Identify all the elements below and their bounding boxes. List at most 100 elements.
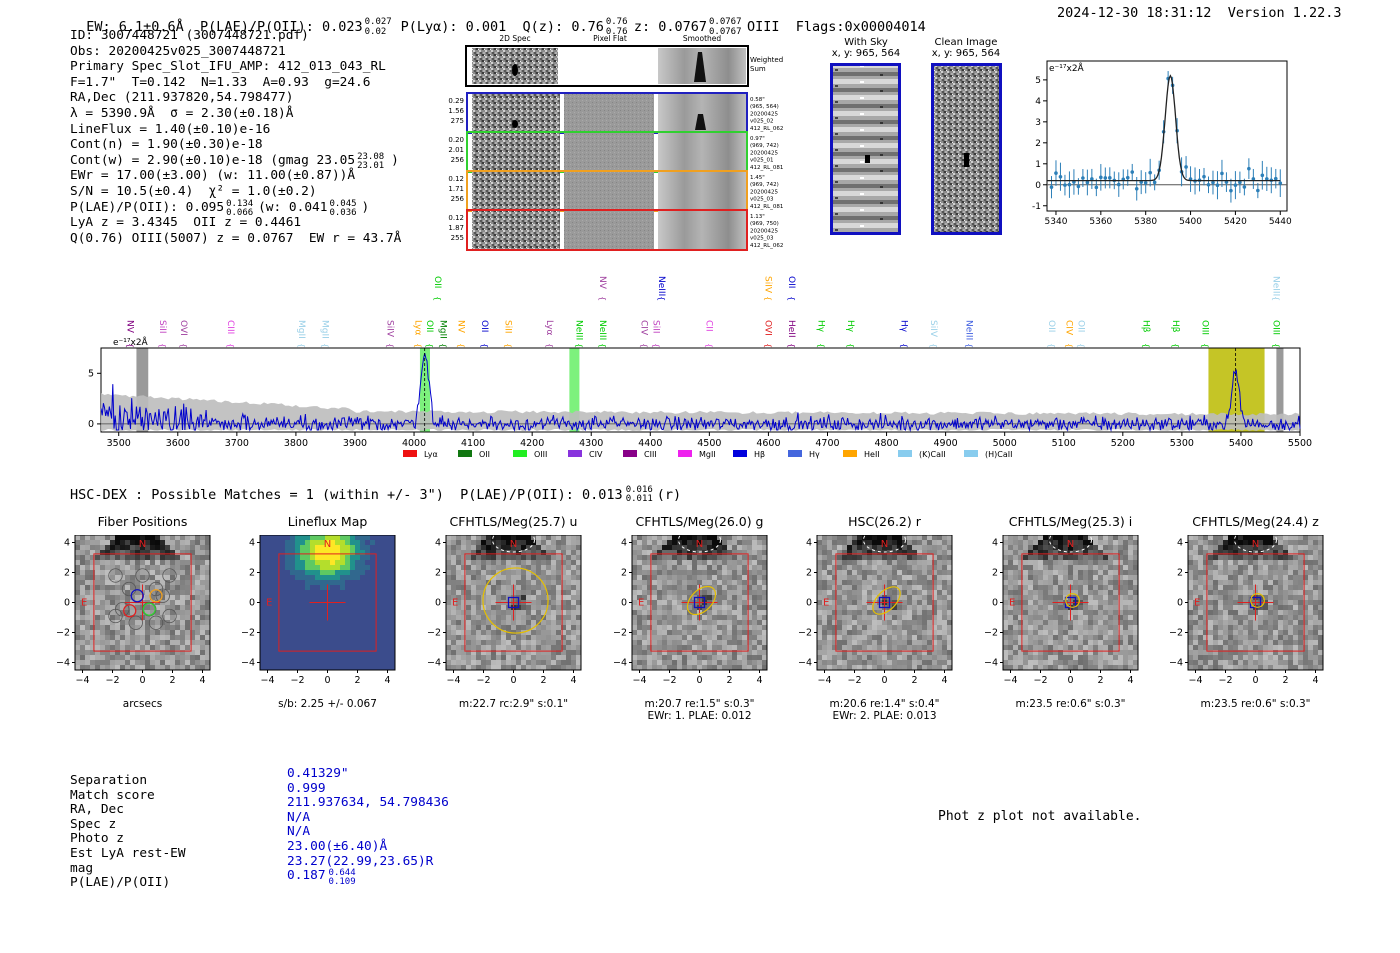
cutout-pixel: [486, 545, 492, 551]
cutout-pixel: [481, 585, 487, 591]
cutout-pixel: [370, 650, 376, 656]
cutout-pixel: [526, 555, 532, 561]
cutout-pixel: [80, 570, 86, 576]
cutout-pixel: [1058, 580, 1064, 586]
cutout-pixel: [1063, 590, 1069, 596]
cutout-pixel: [757, 555, 763, 561]
cutout-pixel: [1033, 565, 1039, 571]
cutout-pixel: [305, 590, 311, 596]
cutout-pixel: [566, 660, 572, 666]
cutout-pixel: [1118, 575, 1124, 581]
cutout-pixel: [556, 570, 562, 576]
zoom-data-point: [1278, 181, 1283, 185]
cutout-pixel: [657, 560, 663, 566]
cutout-pixel: [566, 650, 572, 656]
cutout-pixel: [315, 535, 321, 541]
cutout-pixel: [907, 575, 913, 581]
cutout-pixel: [1128, 630, 1134, 636]
cutout-pixel: [536, 550, 542, 556]
info-lya-oii-z: LyA z = 3.4345 OII z = 0.4461: [70, 215, 302, 231]
cutout-pixel: [817, 655, 823, 661]
cutout-pixel: [642, 640, 648, 646]
cutout-pixel: [481, 635, 487, 641]
cutout-pixel: [521, 645, 527, 651]
cutout-pixel: [827, 635, 833, 641]
cutout-pixel: [496, 535, 502, 541]
cutout-pixel: [260, 570, 266, 576]
cutout-pixel: [80, 630, 86, 636]
cutout-pixel: [300, 600, 306, 606]
cutout-pixel: [837, 585, 843, 591]
cutout-pixel: [937, 630, 943, 636]
cutout-pixel: [742, 615, 748, 621]
cutout-pixel: [927, 645, 933, 651]
cutout-pixel: [1068, 655, 1074, 661]
cutout-pixel: [752, 645, 758, 651]
info-plae-text: P(LAE)/P(OII): 0.095: [70, 199, 225, 215]
cutout-pixel: [1013, 590, 1019, 596]
cutout-pixel: [100, 555, 106, 561]
cutout-pixel: [907, 580, 913, 586]
cutout-pixel: [1073, 575, 1079, 581]
cutout-pixel: [205, 610, 211, 616]
cutout-pixel: [85, 555, 91, 561]
cutout-pixel: [285, 570, 291, 576]
cutout-pixel: [546, 590, 552, 596]
cutout-pixel: [887, 570, 893, 576]
cutout-pixel: [822, 555, 828, 561]
cutout-pixel: [290, 615, 296, 621]
header-summary: EW: 6.1±0.6Å P(LAE)/P(OII): 0.023 0.027 …: [70, 3, 926, 37]
cutout-pixel: [847, 635, 853, 641]
cutout-pixel: [310, 665, 316, 671]
cutout-pixel: [657, 630, 663, 636]
cutout-pixel: [100, 575, 106, 581]
cutout-pixel: [385, 610, 391, 616]
cutout-pixel: [80, 555, 86, 561]
cutout-pixel: [355, 575, 361, 581]
cutout-pixel: [486, 590, 492, 596]
cutout-pixel: [85, 635, 91, 641]
cutout-pixel: [295, 665, 301, 671]
cutout-pixel: [370, 575, 376, 581]
cutout-pixel: [536, 565, 542, 571]
cutout-pixel: [762, 605, 768, 611]
cutout-pixel: [837, 555, 843, 561]
cutout-pixel: [837, 580, 843, 586]
cutout-pixel: [642, 655, 648, 661]
cutout-pixel: [657, 640, 663, 646]
cutout-pixel: [355, 560, 361, 566]
cutout-pixel: [762, 640, 768, 646]
cutout-pixel: [375, 645, 381, 651]
cutout-pixel: [1043, 635, 1049, 641]
cutout-pixel: [195, 650, 201, 656]
cutout-pixel: [310, 645, 316, 651]
cutout-pixel: [270, 595, 276, 601]
cutout-pixel: [672, 655, 678, 661]
cutout-pixel: [115, 590, 121, 596]
cutout-pixel: [160, 655, 166, 661]
cutout-pixel: [290, 560, 296, 566]
cutout-pixel: [466, 555, 472, 561]
cutout-pixel: [912, 545, 918, 551]
cutout-pixel: [707, 580, 713, 586]
cutout-pixel: [551, 640, 557, 646]
cutout-pixel: [1013, 580, 1019, 586]
cutout-pixel: [832, 615, 838, 621]
cutout-pixel: [335, 660, 341, 666]
cutout-pixel: [902, 575, 908, 581]
fiber-circle: [135, 568, 150, 583]
cutout-pixel: [265, 545, 271, 551]
cutout-pixel: [205, 615, 211, 621]
cutout-pixel: [80, 565, 86, 571]
cutout-pixel: [380, 590, 386, 596]
cutout-pixel: [115, 550, 121, 556]
cutout-pixel: [1088, 615, 1094, 621]
spectrum-x-tick-label: 3500: [107, 438, 131, 449]
cutout-pixel: [561, 610, 567, 616]
cutout-pixel: [390, 570, 396, 576]
cutout-pixel: [822, 535, 828, 541]
cutout-pixel: [295, 590, 301, 596]
cutout-pixel: [175, 625, 181, 631]
cutout-pixel: [375, 605, 381, 611]
cutout-pixel: [682, 605, 688, 611]
